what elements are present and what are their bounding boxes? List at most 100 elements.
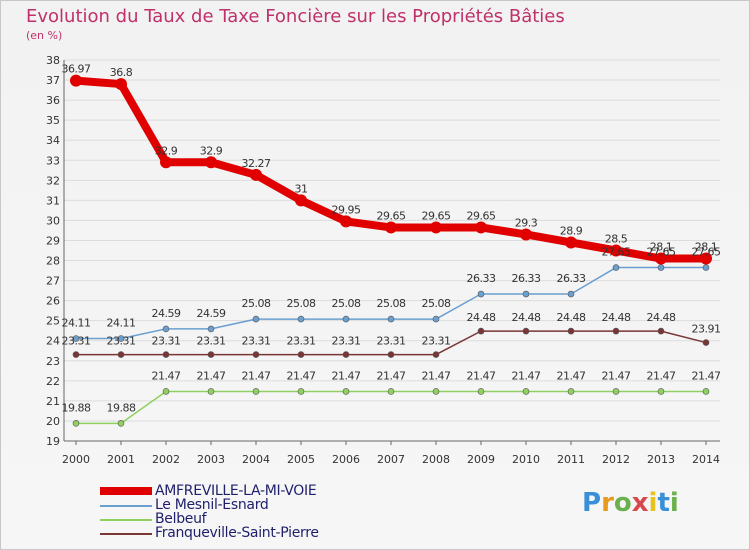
data-label: 25.08 bbox=[242, 297, 271, 310]
data-point bbox=[160, 156, 172, 169]
data-point bbox=[567, 327, 575, 335]
data-label: 21.47 bbox=[602, 369, 631, 382]
legend-swatch-amfreville bbox=[100, 487, 152, 495]
data-point bbox=[477, 327, 485, 335]
data-label: 19.88 bbox=[107, 401, 136, 414]
y-tick-label: 23 bbox=[46, 355, 60, 368]
data-label: 24.11 bbox=[107, 317, 136, 330]
legend-label: Belbeuf bbox=[155, 511, 207, 527]
data-point bbox=[70, 74, 82, 87]
data-label: 26.33 bbox=[512, 272, 541, 285]
y-axis-ticks: 19 20 21 22 23 24 25 26 27 28 29 30 31 32 33 34 35 36 37 38 bbox=[46, 54, 60, 448]
legend-swatch-belbeuf bbox=[100, 519, 152, 521]
data-label: 23.31 bbox=[197, 335, 226, 348]
data-point bbox=[342, 388, 350, 395]
data-label: 21.47 bbox=[647, 369, 676, 382]
data-label: 23.31 bbox=[107, 335, 136, 348]
chart-subtitle: (en %) bbox=[26, 29, 63, 42]
data-point bbox=[297, 351, 305, 358]
data-point bbox=[207, 351, 215, 358]
data-point bbox=[700, 252, 712, 265]
x-tick-label: 2008 bbox=[422, 453, 450, 466]
y-tick-label: 24 bbox=[46, 335, 60, 348]
data-label: 23.91 bbox=[692, 323, 721, 336]
data-point bbox=[567, 290, 575, 298]
data-label: 32.27 bbox=[242, 157, 271, 170]
data-point bbox=[387, 351, 395, 358]
data-label: 21.47 bbox=[242, 369, 271, 382]
data-point bbox=[297, 388, 305, 395]
data-label: 32.9 bbox=[200, 144, 223, 157]
legend-label: Le Mesnil-Esnard bbox=[155, 497, 269, 513]
series-group bbox=[70, 74, 712, 427]
data-label: 23.31 bbox=[62, 335, 91, 348]
data-label: 24.59 bbox=[197, 307, 226, 320]
data-label: 23.31 bbox=[377, 335, 406, 348]
data-point bbox=[565, 236, 577, 249]
data-label: 27.65 bbox=[647, 246, 676, 259]
logo-letter: i bbox=[648, 488, 658, 518]
data-point bbox=[657, 388, 665, 395]
data-point bbox=[387, 388, 395, 395]
data-label: 29.65 bbox=[377, 209, 406, 222]
data-label: 29.95 bbox=[332, 203, 361, 216]
data-point bbox=[475, 221, 487, 234]
y-tick-label: 20 bbox=[46, 415, 60, 428]
data-label: 29.65 bbox=[422, 209, 451, 222]
data-label: 21.47 bbox=[692, 369, 721, 382]
data-label: 27.65 bbox=[692, 246, 721, 259]
y-tick-label: 33 bbox=[46, 154, 60, 167]
data-label: 21.47 bbox=[512, 369, 541, 382]
axes bbox=[63, 60, 720, 442]
data-point bbox=[72, 420, 80, 427]
data-point bbox=[702, 339, 710, 346]
y-tick-label: 22 bbox=[46, 375, 60, 388]
data-point bbox=[297, 315, 305, 323]
data-label: 28.1 bbox=[695, 241, 718, 254]
data-point bbox=[340, 215, 352, 228]
data-label: 32.9 bbox=[155, 144, 178, 157]
data-point bbox=[252, 315, 260, 323]
y-tick-label: 25 bbox=[46, 315, 60, 328]
x-axis-ticks: 2000 2001 2002 2003 2004 2005 2006 2007 2008 2009… bbox=[62, 441, 720, 466]
data-label: 24.59 bbox=[152, 307, 181, 320]
data-label: 21.47 bbox=[287, 369, 316, 382]
data-point bbox=[252, 351, 260, 358]
data-point bbox=[162, 351, 170, 358]
data-point bbox=[612, 388, 620, 395]
legend-label: Franqueville-Saint-Pierre bbox=[155, 525, 319, 541]
series-line bbox=[76, 390, 706, 425]
y-tick-label: 32 bbox=[46, 174, 60, 187]
logo-letter: i bbox=[669, 488, 679, 518]
y-tick-label: 31 bbox=[46, 194, 60, 207]
data-point bbox=[162, 388, 170, 395]
data-point bbox=[432, 351, 440, 358]
data-point bbox=[207, 325, 215, 333]
legend-swatch-franqueville bbox=[100, 533, 152, 535]
data-label: 28.9 bbox=[560, 224, 583, 237]
x-tick-label: 2005 bbox=[287, 453, 315, 466]
data-label: 25.08 bbox=[332, 297, 361, 310]
data-label: 25.08 bbox=[422, 297, 451, 310]
data-label: 21.47 bbox=[422, 369, 451, 382]
x-tick-label: 2012 bbox=[602, 453, 630, 466]
x-tick-label: 2001 bbox=[107, 453, 135, 466]
x-tick-label: 2000 bbox=[62, 453, 90, 466]
data-label: 26.33 bbox=[467, 272, 496, 285]
data-label: 25.08 bbox=[377, 297, 406, 310]
data-point bbox=[657, 264, 665, 271]
data-point bbox=[702, 264, 710, 271]
x-tick-label: 2009 bbox=[467, 453, 495, 466]
data-point bbox=[567, 388, 575, 395]
data-point bbox=[655, 252, 667, 265]
data-point bbox=[295, 194, 307, 207]
data-label: 36.97 bbox=[62, 63, 91, 76]
data-label: 19.88 bbox=[62, 401, 91, 414]
x-tick-label: 2014 bbox=[692, 453, 720, 466]
data-label: 36.8 bbox=[110, 66, 133, 79]
y-tick-label: 30 bbox=[46, 214, 60, 227]
y-tick-label: 35 bbox=[46, 114, 60, 127]
data-point bbox=[522, 388, 530, 395]
x-tick-label: 2002 bbox=[152, 453, 180, 466]
